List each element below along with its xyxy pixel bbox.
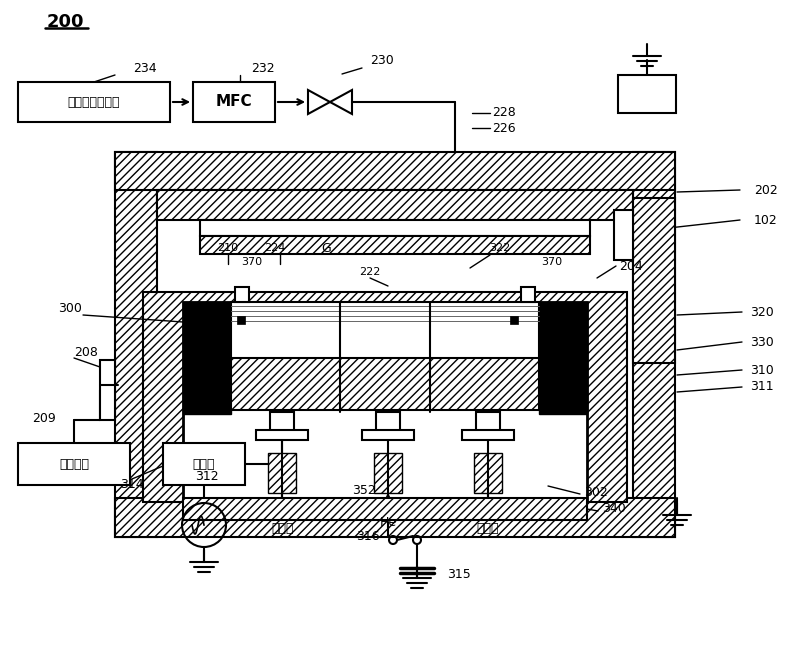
Bar (474, 453, 502, 493)
Bar (18, 82, 170, 122)
Text: 340: 340 (602, 502, 626, 516)
Bar (200, 220, 590, 236)
Bar (376, 412, 400, 432)
Bar (115, 498, 675, 537)
Bar (115, 152, 675, 190)
Bar (157, 190, 633, 220)
Bar (268, 453, 296, 493)
Bar (237, 316, 245, 324)
Bar (231, 302, 539, 360)
Text: 234: 234 (133, 61, 157, 75)
Text: 处理气体供给源: 处理气体供给源 (68, 95, 120, 108)
Text: 310: 310 (750, 364, 774, 377)
Text: 320: 320 (750, 305, 774, 319)
Text: 204: 204 (619, 260, 642, 272)
Bar (143, 292, 627, 502)
Text: 330: 330 (750, 336, 774, 348)
Bar (235, 287, 249, 302)
Bar (462, 430, 514, 440)
Bar (618, 75, 676, 113)
Text: 314: 314 (120, 477, 144, 490)
Text: 300: 300 (58, 301, 82, 315)
Bar (539, 302, 587, 414)
Bar (362, 430, 414, 440)
Bar (476, 412, 500, 432)
Bar (521, 287, 535, 302)
Text: 315: 315 (447, 568, 470, 582)
Text: 匹配器: 匹配器 (193, 457, 215, 471)
Text: 209: 209 (32, 412, 56, 424)
Text: 200: 200 (46, 13, 84, 31)
Bar (183, 498, 587, 520)
Bar (256, 430, 308, 440)
Text: He: He (379, 516, 397, 529)
Bar (510, 316, 518, 324)
Bar (183, 302, 587, 500)
Bar (374, 453, 402, 493)
Text: 230: 230 (370, 54, 394, 67)
Text: 322: 322 (490, 243, 510, 253)
Text: 370: 370 (242, 257, 262, 267)
Bar (614, 210, 633, 260)
Bar (183, 302, 231, 414)
Text: 302: 302 (584, 485, 608, 498)
Bar (633, 198, 675, 363)
Bar (193, 82, 275, 122)
Text: 311: 311 (750, 381, 774, 393)
Text: 222: 222 (359, 267, 381, 277)
Text: 致冷剂: 致冷剂 (272, 522, 294, 535)
Text: G: G (321, 241, 331, 254)
Text: 226: 226 (492, 122, 516, 134)
Text: 352: 352 (352, 483, 376, 496)
Text: 224: 224 (264, 243, 286, 253)
Bar (18, 443, 130, 485)
Text: 202: 202 (754, 184, 778, 196)
Text: 排气装置: 排气装置 (59, 457, 89, 471)
Bar (633, 152, 675, 537)
Text: MFC: MFC (216, 95, 252, 110)
Bar (200, 236, 590, 254)
Text: 370: 370 (542, 257, 562, 267)
Text: 316: 316 (356, 529, 380, 543)
Bar (231, 358, 539, 410)
Bar (115, 152, 157, 537)
Text: 312: 312 (195, 469, 219, 483)
Text: 208: 208 (74, 346, 98, 358)
Text: 致冷剂: 致冷剂 (477, 522, 499, 535)
Text: 232: 232 (251, 61, 275, 75)
Text: 210: 210 (218, 243, 238, 253)
Bar (270, 412, 294, 432)
Text: 102: 102 (754, 214, 778, 227)
Text: 228: 228 (492, 106, 516, 120)
Bar (163, 443, 245, 485)
Bar (100, 360, 115, 420)
